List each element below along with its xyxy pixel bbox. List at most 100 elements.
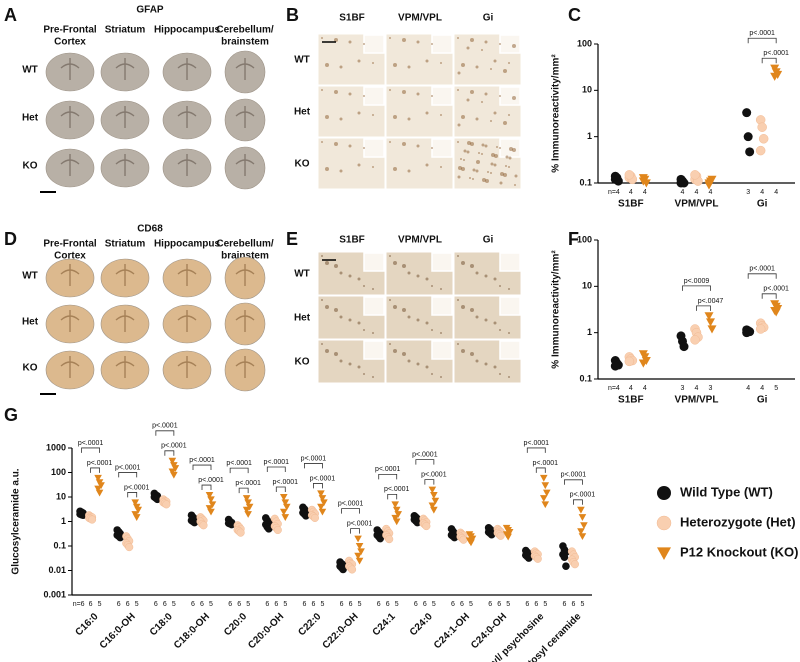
- column-header: brainstem: [221, 37, 269, 48]
- legend-label: P12 Knockout (KO): [680, 544, 798, 559]
- slice-detail: [177, 264, 197, 286]
- data-point: [570, 560, 579, 569]
- data-point: [657, 486, 671, 500]
- significance-bracket: [229, 467, 249, 474]
- n-label: 6: [386, 601, 390, 608]
- n-label: 6: [311, 601, 315, 608]
- significance-bracket: [238, 487, 249, 494]
- data-point: [273, 525, 282, 535]
- n-label: 4: [681, 189, 685, 196]
- data-point: [116, 533, 125, 542]
- n-label: 5: [506, 601, 510, 608]
- data-point: [125, 543, 134, 552]
- data-point: [302, 512, 310, 520]
- texture: [407, 169, 411, 173]
- texture: [470, 308, 474, 312]
- texture: [481, 153, 483, 155]
- p-value: p<.0001: [749, 266, 775, 273]
- texture: [461, 261, 465, 265]
- y-tick-label: 0.1: [579, 373, 592, 383]
- texture: [457, 123, 461, 127]
- p-value: p<.0001: [235, 480, 261, 487]
- data-point: [357, 548, 365, 556]
- data-point: [208, 501, 217, 509]
- texture: [389, 141, 391, 143]
- column-header: Striatum: [105, 239, 146, 250]
- texture: [402, 264, 406, 268]
- data-point: [690, 170, 700, 180]
- texture: [440, 166, 442, 168]
- n-label: 6: [265, 601, 269, 608]
- data-point: [242, 495, 251, 502]
- inset: [363, 138, 385, 158]
- texture: [461, 63, 465, 67]
- p-value: p<.0001: [375, 466, 401, 473]
- slice-detail: [60, 106, 80, 128]
- column-header: S1BF: [339, 13, 365, 24]
- row-label: Het: [294, 313, 311, 324]
- texture: [440, 376, 442, 378]
- n-label: 6: [117, 601, 121, 608]
- y-axis-label: % Immunoreactivity/mm²: [551, 54, 562, 173]
- data-point: [690, 335, 700, 345]
- texture: [469, 177, 471, 179]
- texture: [499, 373, 501, 375]
- x-tick-label: Gi: [757, 199, 768, 210]
- slice-detail: [115, 58, 135, 80]
- texture: [363, 95, 365, 97]
- data-point: [656, 515, 672, 531]
- p-value: p<.0001: [412, 451, 438, 458]
- texture: [431, 285, 433, 287]
- texture: [407, 65, 411, 69]
- n-label: 5: [580, 601, 584, 608]
- data-point: [533, 554, 542, 563]
- texture: [493, 111, 497, 115]
- row-label: Het: [22, 317, 39, 328]
- texture: [348, 144, 352, 148]
- column-header: VPM/VPL: [398, 13, 442, 24]
- x-tick-label: Gi: [757, 395, 768, 406]
- data-point: [244, 511, 252, 518]
- data-point: [168, 457, 177, 465]
- data-point: [638, 359, 648, 368]
- p-value: p<.0001: [570, 492, 596, 499]
- texture: [357, 111, 361, 115]
- n-label: 6: [488, 601, 492, 608]
- texture: [457, 175, 461, 179]
- texture: [484, 40, 488, 44]
- slice-detail: [115, 106, 135, 128]
- column-header: Pre-Frontal: [43, 239, 97, 250]
- texture: [416, 362, 420, 366]
- n-label: 6: [302, 601, 306, 608]
- texture: [457, 71, 461, 75]
- n-label: 4: [629, 189, 633, 196]
- texture: [402, 308, 406, 312]
- x-tick-label: VPM/VPL: [675, 395, 719, 406]
- significance-bracket: [415, 459, 435, 465]
- significance-bracket: [526, 447, 546, 453]
- p-value: p<.0001: [524, 440, 550, 447]
- texture: [321, 343, 323, 345]
- texture: [389, 299, 391, 301]
- data-point: [205, 505, 214, 512]
- p-value: p<.0001: [763, 50, 789, 57]
- n-label: 5: [98, 601, 102, 608]
- p-value: p<.0001: [87, 460, 113, 467]
- texture: [416, 92, 420, 96]
- data-point: [391, 514, 400, 522]
- data-point: [657, 547, 671, 560]
- data-point: [95, 489, 104, 497]
- texture: [339, 315, 343, 319]
- panel-letter: C: [568, 5, 581, 25]
- n-label: 5: [209, 601, 213, 608]
- data-point: [79, 511, 87, 520]
- y-axis-label: % Immunoreactivity/mm²: [551, 250, 562, 369]
- row-label: Het: [294, 107, 311, 118]
- texture: [475, 65, 479, 69]
- data-point: [459, 535, 468, 544]
- texture: [440, 288, 442, 290]
- n-label: 6: [562, 601, 566, 608]
- texture: [470, 264, 474, 268]
- texture: [512, 44, 516, 48]
- texture: [461, 305, 465, 309]
